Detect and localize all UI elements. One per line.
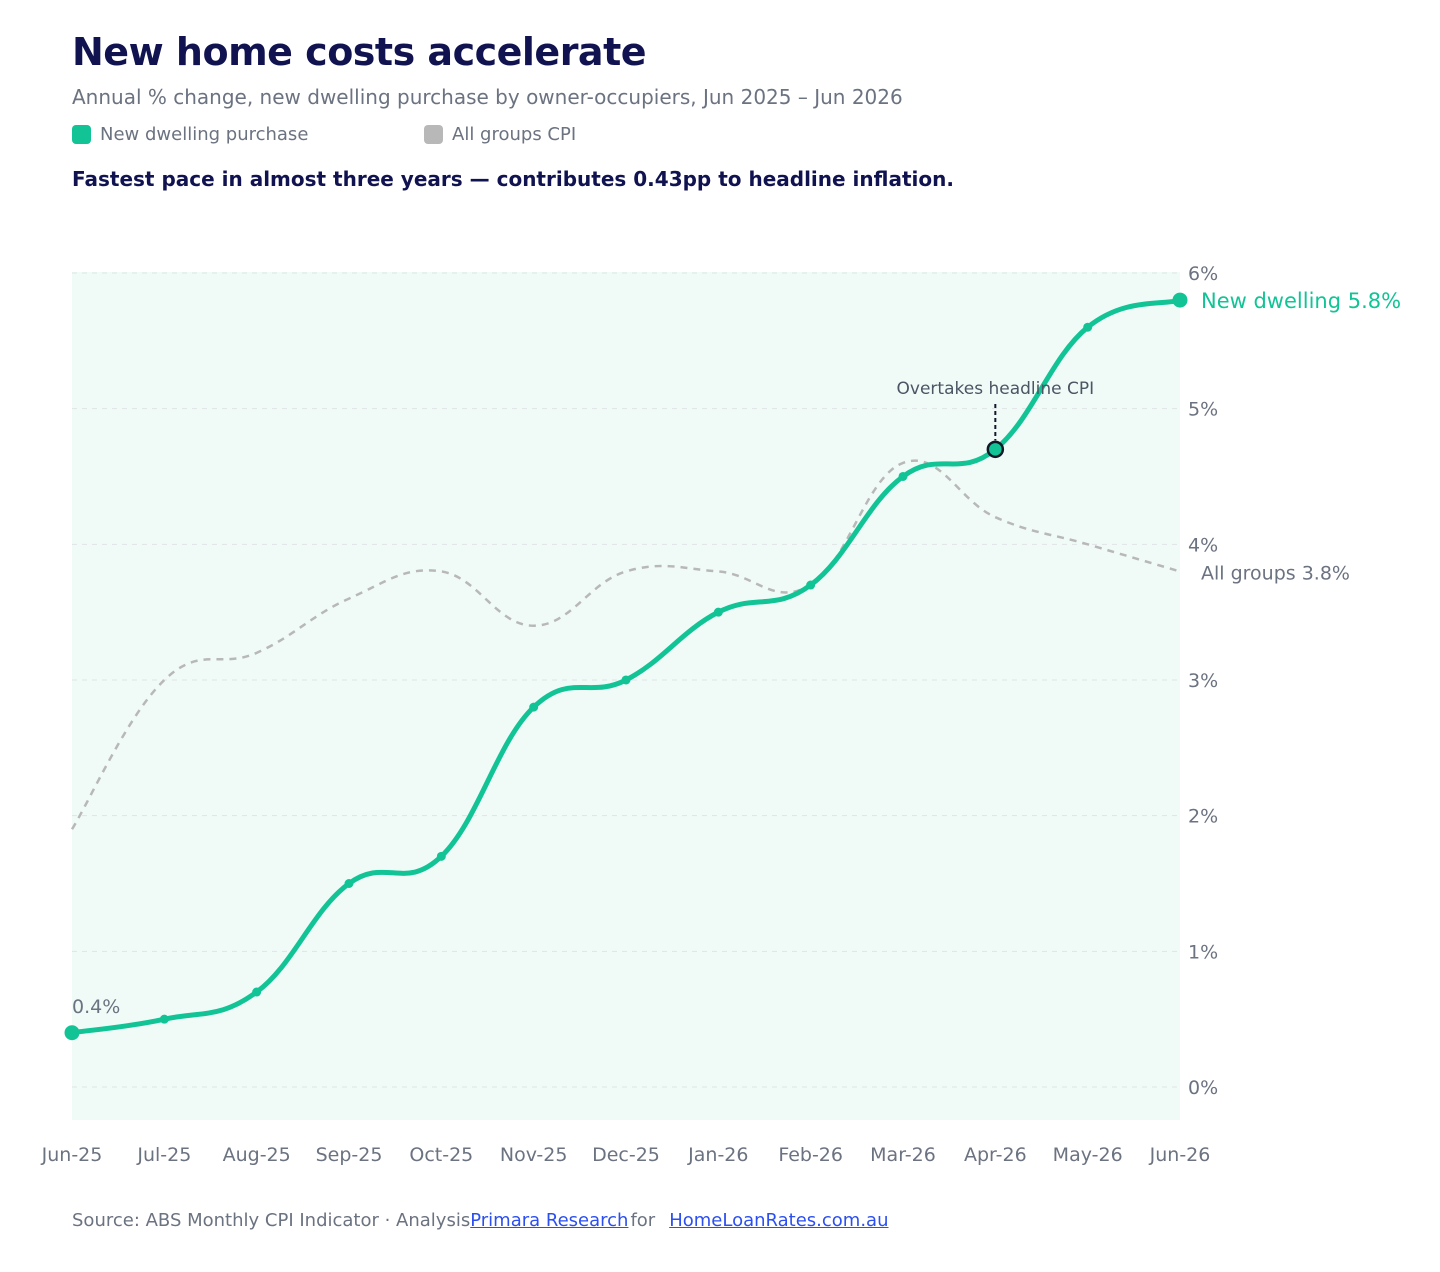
y-tick-label: 0% [1188,1077,1218,1099]
x-tick-label: Aug-25 [223,1144,291,1166]
legend-swatch-new-dwelling [72,125,91,144]
callout-label: Overtakes headline CPI [897,379,1095,399]
legend-item-new-dwelling: New dwelling purchase [72,124,308,145]
x-tick-label: Jun-26 [1149,1144,1211,1166]
x-tick-label: Jan-26 [687,1144,748,1166]
chart-title: New home costs accelerate [72,30,647,74]
chart-footer: Source: ABS Monthly CPI Indicator · Anal… [72,1210,889,1231]
plot-background [72,272,1180,1120]
x-tick-label: Sep-25 [316,1144,383,1166]
y-tick-label: 2% [1188,806,1218,828]
data-point-new-dwelling [252,987,262,997]
x-tick-label: Feb-26 [778,1144,843,1166]
x-tick-label: Dec-25 [592,1144,660,1166]
footer-link-homeloanrates[interactable]: HomeLoanRates.com.au [669,1210,889,1231]
footer-for: for [630,1210,656,1231]
x-tick-label: Nov-25 [500,1144,568,1166]
y-tick-label: 6% [1188,263,1218,285]
y-tick-label: 1% [1188,941,1218,963]
y-tick-label: 5% [1188,399,1218,421]
x-tick-label: Jun-25 [41,1144,103,1166]
x-tick-label: Oct-25 [409,1144,473,1166]
chart-subtitle: Annual % change, new dwelling purchase b… [72,85,903,109]
series-line-all-groups-cpi [70,459,1181,830]
start-value-label: 0.4% [72,996,120,1018]
data-point-new-dwelling [806,580,816,590]
legend-label-all-groups: All groups CPI [452,124,577,145]
x-tick-label: Mar-26 [870,1144,936,1166]
x-tick-label: May-26 [1053,1144,1123,1166]
data-point-new-dwelling [159,1014,169,1024]
x-tick-label: Jul-25 [136,1144,191,1166]
data-point-new-dwelling [344,878,354,888]
data-point-new-dwelling [436,851,446,861]
data-point-new-dwelling [64,1025,80,1041]
y-tick-label: 4% [1188,534,1218,556]
data-point-new-dwelling [621,675,631,685]
legend-swatch-all-groups [424,125,443,144]
x-tick-label: Apr-26 [964,1144,1027,1166]
chart-takeaway: Fastest pace in almost three years — con… [72,167,954,191]
data-point-new-dwelling [529,702,539,712]
end-label-new-dwelling: New dwelling 5.8% [1201,289,1401,313]
footer-link-primara[interactable]: Primara Research [470,1210,629,1231]
legend-label-new-dwelling: New dwelling purchase [100,124,309,145]
data-point-new-dwelling [898,471,908,481]
data-point-new-dwelling [1172,292,1188,308]
y-tick-label: 3% [1188,670,1218,692]
footer-source: Source: ABS Monthly CPI Indicator · Anal… [72,1210,471,1231]
callout-marker [986,440,1005,459]
end-label-all-groups: All groups 3.8% [1201,562,1350,584]
legend-item-all-groups: All groups CPI [424,124,576,145]
data-point-new-dwelling [713,607,723,617]
data-point-new-dwelling [1083,322,1093,332]
